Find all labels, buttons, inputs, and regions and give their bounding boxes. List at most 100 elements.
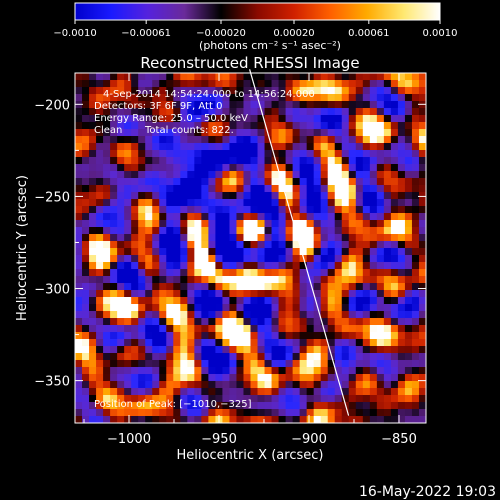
heatmap-cell: [208, 80, 216, 88]
heatmap-cell: [180, 143, 188, 151]
heatmap-cell: [201, 276, 209, 284]
heatmap-cell: [369, 213, 378, 221]
heatmap-cell: [187, 241, 195, 249]
heatmap-cell: [390, 297, 399, 305]
heatmap-cell: [152, 108, 160, 116]
heatmap-cell: [110, 185, 118, 193]
heatmap-cell: [89, 290, 97, 298]
heatmap-cell: [229, 185, 238, 193]
heatmap-cell: [390, 269, 399, 277]
heatmap-cell: [292, 339, 301, 347]
heatmap-cell: [369, 360, 378, 368]
heatmap-cell: [348, 185, 357, 193]
heatmap-cell: [131, 332, 139, 340]
heatmap-cell: [117, 367, 125, 375]
heatmap-cell: [89, 115, 97, 123]
heatmap-cell: [117, 304, 125, 312]
heatmap-cell: [418, 150, 426, 158]
heatmap-cell: [96, 339, 104, 347]
heatmap-cell: [75, 395, 83, 403]
heatmap-cell: [383, 94, 392, 102]
heatmap-cell: [257, 332, 266, 340]
heatmap-cell: [257, 143, 266, 151]
heatmap-cell: [348, 199, 357, 207]
heatmap-cell: [243, 395, 252, 403]
heatmap-cell: [124, 164, 132, 172]
heatmap-cell: [278, 276, 287, 284]
heatmap-cell: [383, 353, 392, 361]
annotation-energy-range: Energy Range: 25.0 – 50.0 keV: [94, 113, 248, 124]
heatmap-cell: [383, 360, 392, 368]
heatmap-cell: [257, 248, 266, 256]
heatmap-cell: [278, 115, 287, 123]
heatmap-cell: [82, 304, 90, 312]
heatmap-cell: [138, 395, 146, 403]
heatmap-cell: [89, 283, 97, 291]
heatmap-cell: [292, 416, 301, 423]
heatmap-cell: [159, 122, 167, 130]
heatmap-cell: [299, 171, 308, 179]
heatmap-cell: [159, 339, 167, 347]
heatmap-cell: [390, 367, 399, 375]
heatmap-cell: [292, 283, 301, 291]
heatmap-cell: [404, 248, 413, 256]
heatmap-cell: [369, 136, 378, 144]
heatmap-cell: [376, 115, 385, 123]
heatmap-cell: [208, 346, 216, 354]
heatmap-cell: [278, 297, 287, 305]
heatmap-cell: [215, 283, 224, 291]
heatmap-cell: [320, 87, 329, 95]
heatmap-cell: [327, 402, 336, 410]
heatmap-cell: [327, 136, 336, 144]
heatmap-cell: [334, 241, 343, 249]
heatmap-cell: [257, 283, 266, 291]
heatmap-cell: [292, 276, 301, 284]
heatmap-cell: [306, 206, 315, 214]
heatmap-cell: [257, 339, 266, 347]
heatmap-cell: [348, 192, 357, 200]
heatmap-cell: [271, 318, 280, 326]
heatmap-cell: [257, 87, 266, 95]
heatmap-cell: [96, 136, 104, 144]
heatmap-cell: [159, 409, 167, 417]
heatmap-cell: [362, 234, 371, 242]
heatmap-cell: [264, 73, 273, 81]
heatmap-cell: [82, 185, 90, 193]
heatmap-cell: [159, 136, 167, 144]
heatmap-cell: [348, 304, 357, 312]
heatmap-cell: [138, 150, 146, 158]
heatmap-cell: [355, 150, 364, 158]
heatmap-cell: [355, 353, 364, 361]
heatmap-cell: [166, 192, 174, 200]
heatmap-cell: [397, 318, 406, 326]
heatmap-cell: [271, 409, 280, 417]
heatmap-cell: [201, 290, 209, 298]
heatmap-cell: [299, 108, 308, 116]
heatmap-cell: [355, 416, 364, 423]
heatmap-cell: [264, 269, 273, 277]
heatmap-cell: [159, 227, 167, 235]
heatmap-cell: [194, 262, 202, 270]
heatmap-cell: [166, 283, 174, 291]
heatmap-cell: [152, 171, 160, 179]
heatmap-cell: [131, 248, 139, 256]
heatmap-cell: [404, 283, 413, 291]
heatmap-cell: [145, 248, 153, 256]
heatmap-cell: [229, 87, 238, 95]
heatmap-cell: [390, 129, 399, 137]
heatmap-cell: [194, 388, 202, 396]
heatmap-cell: [369, 255, 378, 263]
heatmap-cell: [313, 150, 322, 158]
heatmap-cell: [334, 353, 343, 361]
heatmap-cell: [110, 255, 118, 263]
heatmap-cell: [397, 143, 406, 151]
heatmap-cell: [257, 164, 266, 172]
heatmap-cell: [103, 108, 111, 116]
heatmap-cell: [404, 402, 413, 410]
heatmap-cell: [138, 122, 146, 130]
heatmap-cell: [222, 80, 231, 88]
y-axis: −200−250−300−350: [34, 98, 426, 390]
heatmap-cell: [397, 325, 406, 333]
heatmap-cell: [285, 164, 294, 172]
heatmap-cell: [264, 108, 273, 116]
